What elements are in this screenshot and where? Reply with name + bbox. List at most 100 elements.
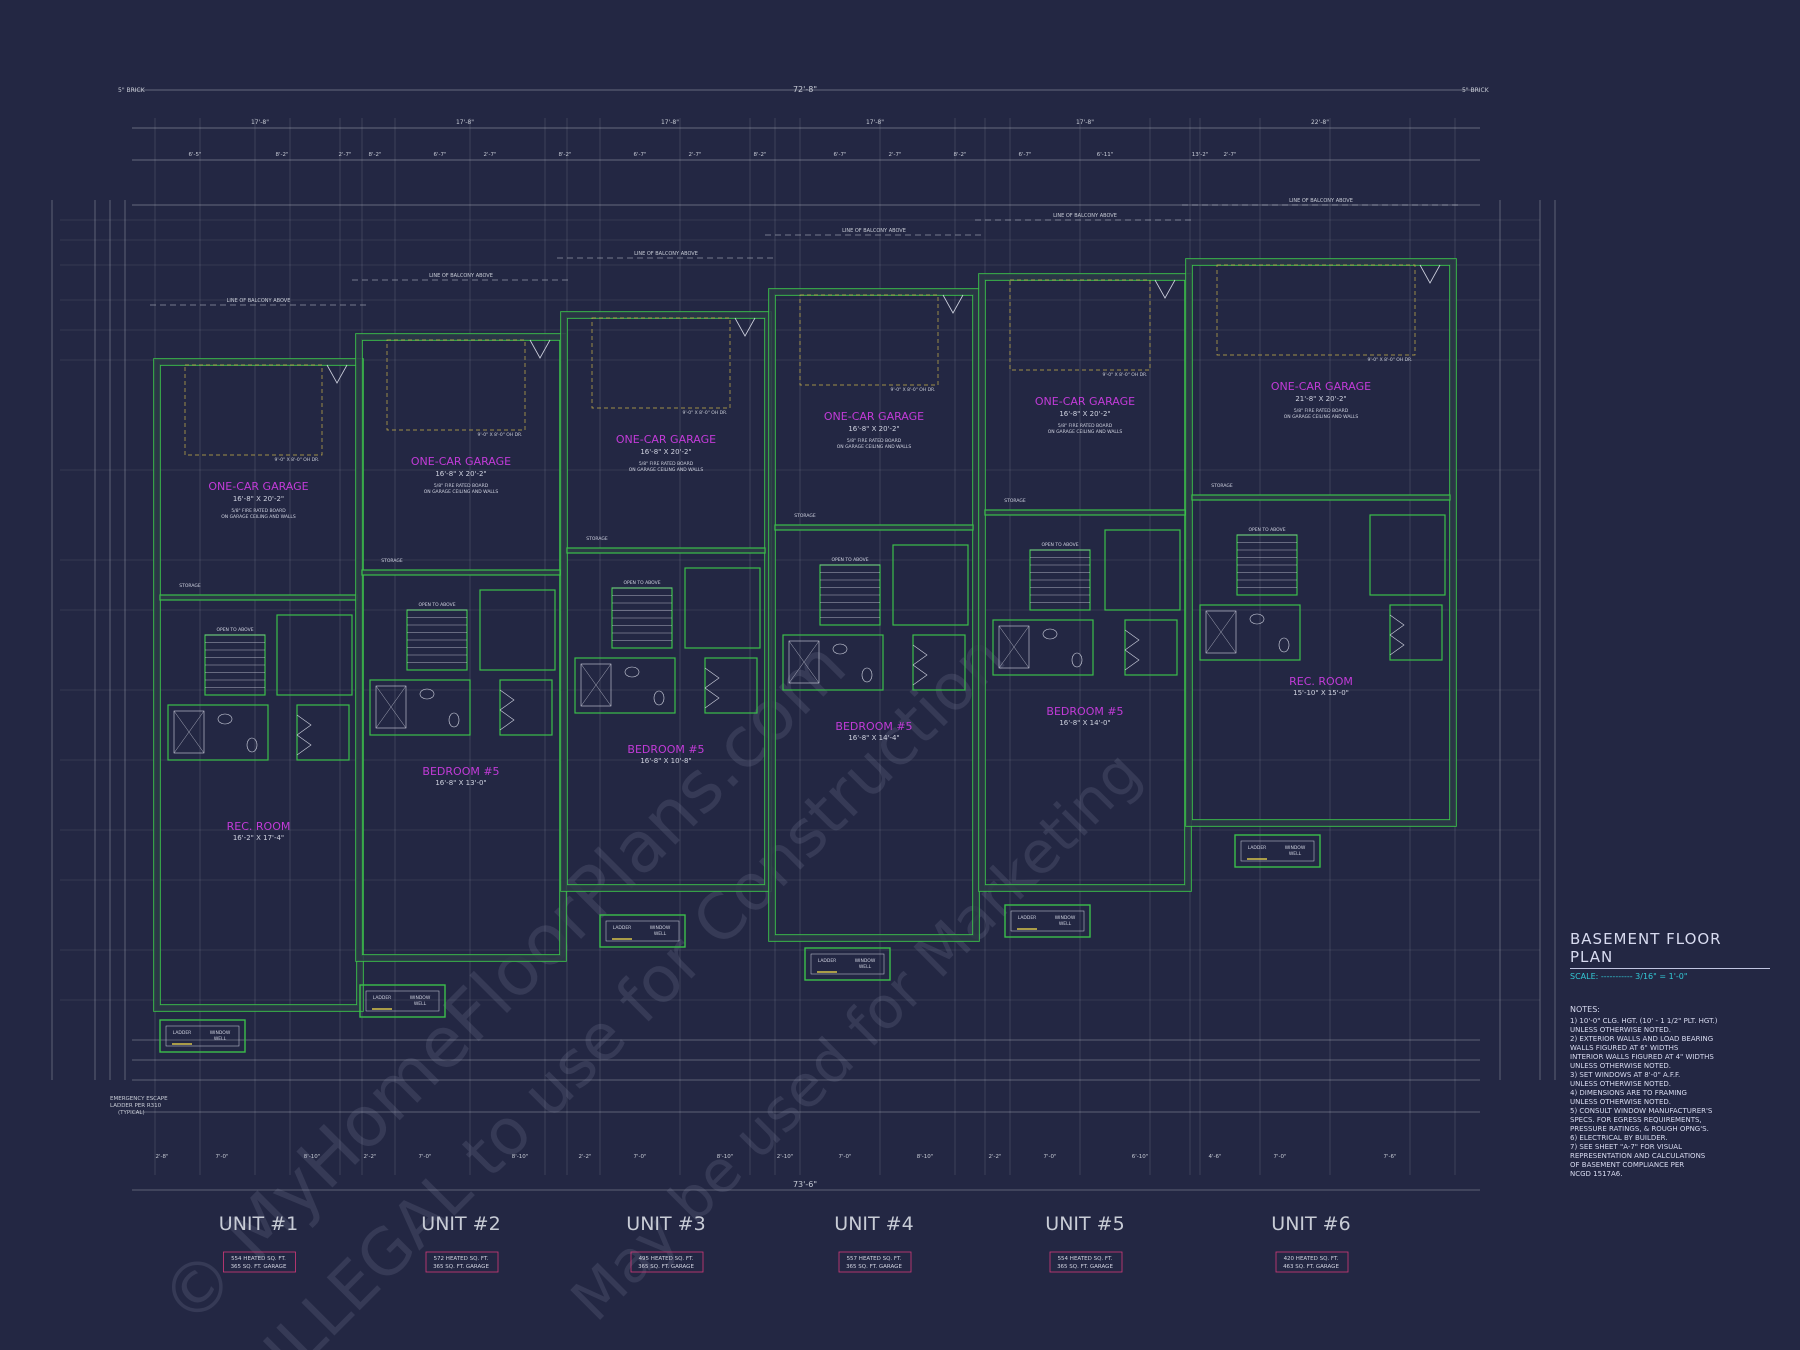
window-well-label: WELL xyxy=(214,1036,227,1042)
note-item: 3) SET WINDOWS AT 8'-0" A.F.F. UNLESS OT… xyxy=(1570,1071,1681,1088)
dimension-text: 17'-8" xyxy=(866,119,884,126)
exterior-wall-inner xyxy=(1191,264,1451,821)
window-well xyxy=(159,1019,246,1053)
dimension-text: 17'-8" xyxy=(251,119,269,126)
note-item: 1) 10'-0" CLG. HGT. (10' - 1 1/2" PLT. H… xyxy=(1570,1017,1718,1034)
window-marker xyxy=(734,317,756,337)
shower xyxy=(788,640,820,684)
fire-board-note: 5/8" FIRE RATED BOARD ON GARAGE CEILING A… xyxy=(837,438,912,450)
window-well-inner xyxy=(1240,840,1315,862)
toilet xyxy=(861,667,873,683)
exterior-wall-outer xyxy=(153,358,364,1012)
dimension-text: 8'-2" xyxy=(753,152,766,158)
overall-bottom-dimension: 73'-6" xyxy=(793,1180,817,1189)
window-well xyxy=(599,914,686,948)
bifold-door xyxy=(704,667,720,709)
window-well-inner xyxy=(165,1025,240,1047)
dimension-text: 8'-2" xyxy=(275,152,288,158)
storage-label: STORAGE xyxy=(179,583,201,589)
notes-list: 1) 10'-0" CLG. HGT. (10' - 1 1/2" PLT. H… xyxy=(1570,1017,1770,1179)
bathroom xyxy=(782,634,884,691)
storage-label: STORAGE xyxy=(1004,498,1026,504)
storage-label: STORAGE xyxy=(381,558,403,564)
toilet xyxy=(246,737,258,753)
dimension-text: 8'-10" xyxy=(304,1154,321,1160)
shower-x xyxy=(998,625,1030,669)
note-item: 7) SEE SHEET "A-7" FOR VISUAL REPRESENTA… xyxy=(1570,1143,1706,1178)
ladder-label: LADDER xyxy=(173,1030,192,1036)
dimension-text: 17'-8" xyxy=(1076,119,1094,126)
unit-4: LINE OF BALCONY ABOVE 9'-0" X 8'-0" OH DR… xyxy=(765,228,983,1273)
unit-title: UNIT #1 xyxy=(219,1213,298,1235)
room-label: REC. ROOM xyxy=(1289,675,1353,688)
shower-x xyxy=(580,663,612,707)
garage-rear-wall xyxy=(361,569,561,576)
shower-x xyxy=(1205,610,1237,654)
mechanical-room xyxy=(276,614,353,696)
garage-door-label: 9'-0" X 8'-0" OH DR. xyxy=(683,410,728,416)
ladder-label: LADDER xyxy=(1248,845,1267,851)
storage-label: STORAGE xyxy=(586,536,608,542)
window-well-label: WINDOW xyxy=(410,995,431,1001)
shower xyxy=(173,710,205,754)
room-label: REC. ROOM xyxy=(227,820,291,833)
garage-door-label: 9'-0" X 8'-0" OH DR. xyxy=(1103,372,1148,378)
balcony-label: LINE OF BALCONY ABOVE xyxy=(227,298,291,304)
window-well-label: WELL xyxy=(1289,851,1302,857)
note-item: 5) CONSULT WINDOW MANUFACTURER'S SPECS. … xyxy=(1570,1107,1713,1133)
egress-ladder-note: EMERGENCY ESCAPE LADDER PER R310 (TYPICA… xyxy=(110,1096,169,1116)
garage-room-dim: 21'-8" X 20'-2" xyxy=(1295,395,1346,403)
window-well xyxy=(1004,904,1091,938)
sink xyxy=(217,713,233,725)
dimension-text: 7'-0" xyxy=(633,1154,646,1160)
window-marker xyxy=(326,364,348,384)
bathroom xyxy=(167,704,269,761)
dimension-text: 6'-5" xyxy=(188,152,201,158)
window-well-label: WELL xyxy=(414,1001,427,1007)
garage-sqft: 365 SQ. FT. GARAGE xyxy=(231,1264,287,1270)
garage-rear-wall xyxy=(566,547,766,554)
window-well-label: WINDOW xyxy=(855,958,876,964)
unit-5: LINE OF BALCONY ABOVE 9'-0" X 8'-0" OH DR… xyxy=(975,213,1195,1273)
plan-title: BASEMENT FLOOR PLAN xyxy=(1570,930,1770,969)
window-well-label: WINDOW xyxy=(1285,845,1306,851)
dimension-text: 8'-2" xyxy=(368,152,381,158)
garage-rear-wall xyxy=(774,524,974,531)
bathroom xyxy=(574,657,676,714)
unit-6: LINE OF BALCONY ABOVE 9'-0" X 8'-0" OH DR… xyxy=(1182,198,1460,1273)
dimension-text: 2'-7" xyxy=(688,152,701,158)
dimension-text: 2'-7" xyxy=(1223,152,1236,158)
heated-sqft: 557 HEATED SQ. FT. xyxy=(847,1256,902,1262)
dimension-text: 7'-0" xyxy=(418,1154,431,1160)
bathroom xyxy=(369,679,471,736)
garage-door-swing xyxy=(1009,279,1151,371)
garage-room-dim: 16'-8" X 20'-2" xyxy=(848,425,899,433)
brick-note-right: 5" BRICK xyxy=(1462,87,1490,94)
fire-board-note: 5/8" FIRE RATED BOARD ON GARAGE CEILING A… xyxy=(221,508,296,520)
ladder-label: LADDER xyxy=(818,958,837,964)
dimension-text: 7'-0" xyxy=(838,1154,851,1160)
room-label: BEDROOM #5 xyxy=(627,743,704,756)
open-to-above-label: OPEN TO ABOVE xyxy=(831,557,868,563)
garage-room-label: ONE-CAR GARAGE xyxy=(411,455,511,468)
shower-x xyxy=(788,640,820,684)
shower xyxy=(580,663,612,707)
wall-fill xyxy=(154,359,363,1011)
garage-door-label: 9'-0" X 8'-0" OH DR. xyxy=(1368,357,1413,363)
ladder-label: LADDER xyxy=(373,995,392,1001)
mechanical-room xyxy=(892,544,969,626)
shower-x xyxy=(375,685,407,729)
garage-sqft: 463 SQ. FT. GARAGE xyxy=(1283,1264,1339,1270)
shower xyxy=(998,625,1030,669)
dimension-text: 7'-0" xyxy=(1043,1154,1056,1160)
garage-room-label: ONE-CAR GARAGE xyxy=(1271,380,1371,393)
garage-door-swing xyxy=(184,364,323,456)
window-marker xyxy=(1154,279,1176,299)
note-item: 2) EXTERIOR WALLS AND LOAD BEARING WALLS… xyxy=(1570,1035,1714,1070)
ladder-label: LADDER xyxy=(1018,915,1037,921)
dimension-text: 8'-2" xyxy=(558,152,571,158)
dimension-text: 17'-8" xyxy=(661,119,679,126)
dimension-text: 7'-0" xyxy=(1273,1154,1286,1160)
dimension-text: 22'-8" xyxy=(1311,119,1329,126)
garage-room-label: ONE-CAR GARAGE xyxy=(824,410,924,423)
